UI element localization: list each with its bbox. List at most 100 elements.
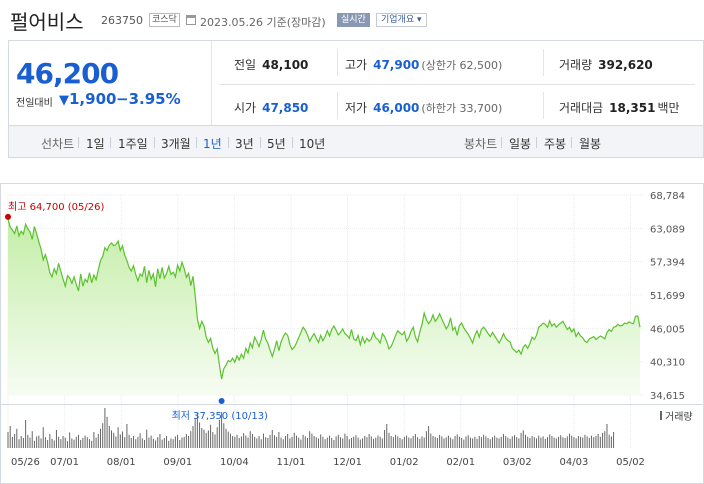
volume-bar — [412, 436, 414, 448]
volume-bar — [602, 432, 604, 448]
volume-bar — [472, 438, 474, 448]
volume-bar — [483, 434, 485, 448]
x-tick-label: 03/02 — [503, 457, 532, 468]
volume-bar — [509, 438, 511, 448]
candle-daily[interactable]: 일봉 — [509, 137, 532, 151]
volume-bar — [529, 438, 531, 448]
volume-bar — [527, 436, 529, 448]
volume-bar — [133, 436, 135, 448]
period-1d[interactable]: 1일 — [86, 137, 105, 151]
volume-bar — [436, 438, 438, 448]
volume-bar — [518, 438, 520, 448]
amount-unit: 백만 — [657, 101, 680, 115]
volume-legend: 거래량 — [665, 411, 693, 423]
volume-bar — [99, 428, 101, 448]
volume-bar — [344, 433, 346, 448]
y-tick-label: 46,005 — [650, 324, 685, 335]
volume-bar — [177, 434, 179, 448]
volume-bar — [434, 436, 436, 448]
low-price: 저가 46,000 (하한가 33,700) — [345, 99, 502, 116]
divider — [228, 137, 229, 148]
period-3y[interactable]: 3년 — [235, 137, 254, 151]
period-1w[interactable]: 1주일 — [118, 137, 148, 151]
stock-header: 펄어비스 263750 코스닥 2023.05.26 기준(장마감) 실시간 기… — [0, 0, 704, 40]
volume-bar — [507, 437, 509, 448]
prev-close-value: 48,100 — [262, 58, 309, 72]
volume-bar — [60, 439, 62, 448]
realtime-button[interactable]: 실시간 — [337, 13, 370, 27]
volume-bar — [73, 439, 75, 448]
volume-bar — [144, 440, 146, 448]
down-arrow-icon: ▼ — [59, 93, 69, 108]
volume-value: 392,620 — [598, 58, 653, 72]
volume: 거래량 392,620 — [559, 56, 653, 73]
divider — [154, 137, 155, 148]
volume-bar — [150, 435, 152, 448]
volume-bar — [201, 428, 203, 448]
volume-bar — [395, 434, 397, 448]
open-value: 47,850 — [262, 101, 309, 115]
volume-bar — [538, 435, 540, 448]
volume-bar — [168, 440, 170, 448]
volume-bar — [317, 438, 319, 448]
period-5y[interactable]: 5년 — [267, 137, 286, 151]
volume-bar — [355, 435, 357, 448]
volume-bar — [245, 435, 247, 448]
volume-bar — [562, 437, 564, 448]
volume-bar — [66, 441, 68, 448]
volume-bar — [232, 436, 234, 448]
period-1y[interactable]: 1년 — [203, 137, 222, 151]
volume-bar — [22, 438, 24, 448]
volume-bar — [320, 434, 322, 448]
volume-bar — [445, 437, 447, 448]
volume-bar — [126, 424, 128, 448]
volume-bar — [172, 439, 174, 448]
stock-name[interactable]: 펄어비스 — [10, 10, 84, 34]
open-price: 시가 47,850 — [234, 99, 308, 116]
volume-bar — [181, 437, 183, 448]
x-tick-label: 11/01 — [277, 457, 306, 468]
volume-bar — [295, 435, 297, 448]
volume-bar — [516, 437, 518, 448]
stock-code: 263750 — [101, 14, 143, 27]
volume-bar — [540, 437, 542, 448]
volume-bar — [196, 412, 198, 448]
volume-bar — [599, 436, 601, 448]
volume-bar — [276, 436, 278, 448]
volume-bar — [335, 436, 337, 448]
divider — [337, 92, 338, 119]
price-chart[interactable]: 68,784 63,089 57,394 51,699 46,005 40,310 34,6… — [0, 158, 704, 484]
volume-bar — [311, 433, 313, 448]
volume-bar — [203, 429, 205, 448]
volume-bar — [348, 439, 350, 448]
volume-bar — [491, 437, 493, 448]
volume-bar — [428, 426, 430, 448]
volume-bar — [340, 437, 342, 448]
volume-bar — [560, 435, 562, 448]
y-tick-label: 57,394 — [650, 258, 685, 269]
volume-bar — [240, 436, 242, 448]
volume-bar — [155, 440, 157, 448]
volume-bar — [128, 434, 130, 448]
period-10y[interactable]: 10년 — [299, 137, 326, 151]
volume-bar — [152, 438, 154, 448]
volume-bar — [613, 432, 615, 448]
volume-bar — [157, 437, 159, 448]
candle-monthly[interactable]: 월봉 — [579, 137, 602, 151]
volume-bar — [522, 430, 524, 448]
corp-overview-dropdown[interactable]: 기업개요 ▾ — [376, 13, 427, 27]
volume-bar — [443, 438, 445, 448]
volume-bar — [205, 432, 207, 448]
volume-bar — [322, 436, 324, 448]
x-tick-label: 04/03 — [560, 457, 589, 468]
candle-weekly[interactable]: 주봉 — [544, 137, 567, 151]
volume-bar — [249, 431, 251, 448]
volume-bar — [77, 434, 79, 448]
volume-bar — [542, 436, 544, 448]
volume-bar — [595, 436, 597, 448]
volume-bar — [289, 438, 291, 448]
volume-bar — [351, 438, 353, 448]
volume-bar — [306, 438, 308, 448]
volume-bar — [185, 434, 187, 448]
period-3m[interactable]: 3개월 — [161, 137, 191, 151]
